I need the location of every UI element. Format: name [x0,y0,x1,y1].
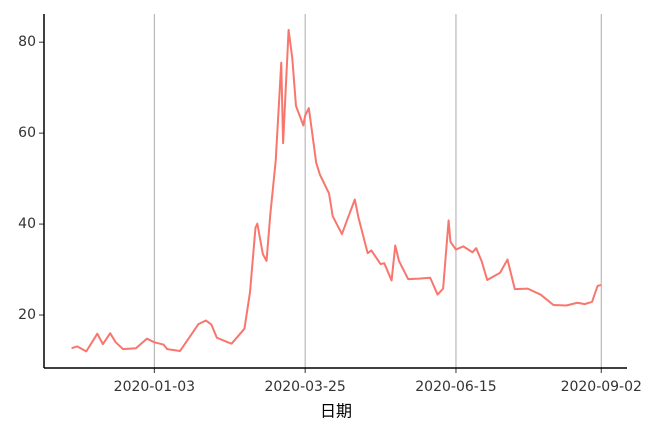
y-tick-label: 40 [18,216,36,232]
y-tick-label: 20 [18,307,36,323]
y-tick-label: 80 [18,34,36,50]
x-tick-label: 2020-03-25 [264,379,345,395]
y-tick-label: 60 [18,125,36,141]
line [71,28,602,353]
x-tick-label: 2020-01-03 [114,379,195,395]
x-axis-label: 日期 [320,402,352,421]
x-tick-label: 2020-09-02 [561,379,642,395]
x-tick-label: 2020-06-15 [415,379,496,395]
